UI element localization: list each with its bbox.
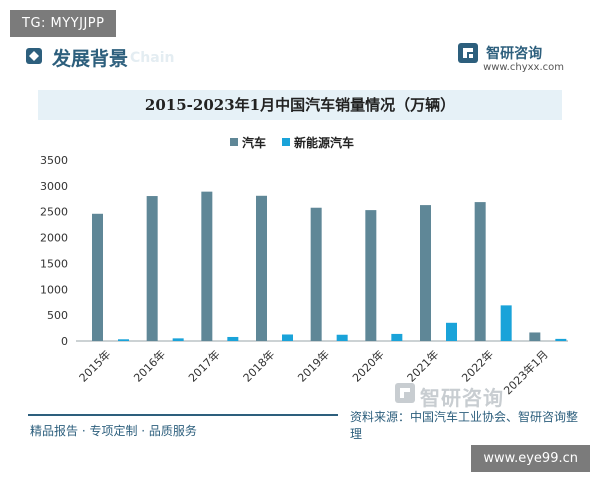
y-tick-label: 3500 [40, 154, 68, 167]
bar [500, 305, 512, 341]
bar [529, 332, 541, 341]
watermark-logo-icon [395, 383, 415, 403]
x-tick-label: 2015年 [76, 347, 113, 384]
x-tick-label: 2018年 [240, 347, 277, 384]
bar [227, 336, 239, 341]
bar [146, 196, 158, 341]
x-tick-label: 2023年1月 [501, 347, 551, 397]
footer-divider [28, 414, 338, 416]
x-tick-label: 2020年 [349, 347, 386, 384]
x-tick-label: 2021年 [404, 347, 441, 384]
telegram-badge: TG: MYYJJPP [10, 10, 117, 37]
y-tick-label: 3000 [40, 180, 68, 193]
bar [474, 202, 486, 341]
brand-block: 智研咨询 www.chyxx.com [457, 42, 564, 73]
x-tick-label: 2019年 [295, 347, 332, 384]
y-tick-label: 1000 [40, 283, 68, 296]
section-title: 发展背景 [52, 48, 129, 70]
bar [310, 207, 322, 341]
chart-title: 2015-2023年1月中国汽车销量情况（万辆） [144, 96, 456, 114]
legend-swatch [230, 138, 238, 146]
infographic-frame: 发展背景 Chain 智研咨询 www.chyxx.com 2015-2023年… [12, 10, 588, 450]
bar [92, 213, 103, 341]
bar [446, 322, 457, 341]
bar [555, 338, 567, 341]
y-tick-label: 500 [47, 309, 68, 322]
legend-label: 汽车 [242, 135, 266, 150]
y-tick-label: 2000 [40, 232, 68, 245]
footer-tagline: 精品报告 · 专项定制 · 品质服务 [30, 424, 197, 438]
chart-title-band: 2015-2023年1月中国汽车销量情况（万辆） [38, 90, 562, 120]
y-tick-label: 2500 [40, 206, 68, 219]
brand-url: www.chyxx.com [483, 62, 564, 73]
section-header: 发展背景 Chain 智研咨询 www.chyxx.com [12, 38, 588, 74]
bar-chart: 汽车 新能源汽车 0 500 1000 1500 2000 2500 3000 3500 2015年… [40, 135, 568, 397]
y-tick-label: 1500 [40, 257, 68, 270]
watermark-text: 智研咨询 [420, 386, 504, 410]
bar [365, 210, 377, 341]
bar [201, 191, 213, 341]
bar [336, 334, 348, 341]
legend-swatch [282, 138, 290, 146]
legend-label: 新能源汽车 [294, 135, 354, 150]
bar [420, 205, 431, 341]
site-badge: www.eye99.cn [471, 445, 590, 472]
bar [391, 333, 403, 341]
bar [172, 338, 184, 341]
section-subtitle: Chain [130, 50, 175, 66]
bar [256, 195, 267, 341]
source-note: 资料来源：中国汽车工业协会、智研咨询整理 [350, 410, 579, 441]
brand-logo-icon [458, 43, 479, 63]
bar [282, 334, 293, 341]
x-tick-label: 2022年 [459, 347, 496, 384]
y-tick-label: 0 [61, 335, 68, 348]
bar [118, 339, 129, 341]
x-tick-label: 2016年 [131, 347, 168, 384]
x-tick-label: 2017年 [185, 347, 222, 384]
brand-name: 智研咨询 [486, 46, 543, 62]
diamond-icon [26, 48, 42, 64]
